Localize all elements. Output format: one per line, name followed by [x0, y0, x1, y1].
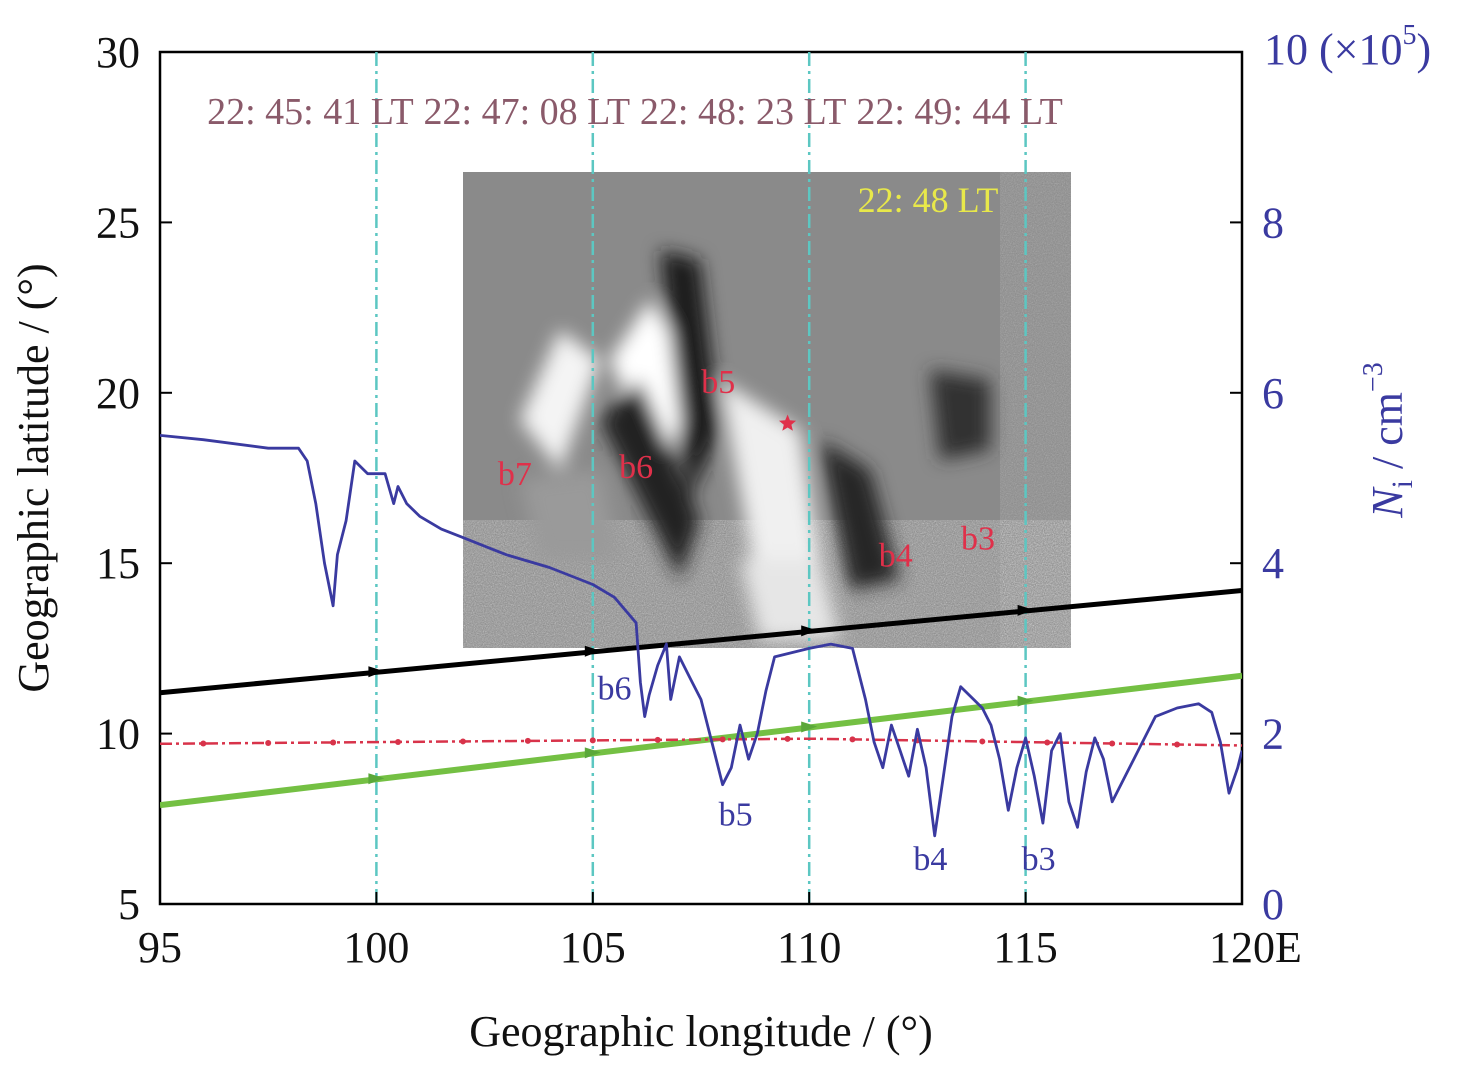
- track-dot-marker: [1044, 739, 1051, 746]
- y-right-tick-label: 8: [1262, 198, 1284, 247]
- svg-text:Ni / cm−3: Ni / cm−3: [1358, 362, 1419, 518]
- x-tick-label: 115: [993, 923, 1057, 972]
- series-line-0: [160, 588, 1242, 696]
- density-bubble-label: b4: [913, 841, 947, 878]
- y-left-tick-label: 5: [118, 880, 140, 929]
- track-dot-marker: [1109, 740, 1116, 747]
- y-left-tick-label: 25: [96, 198, 140, 247]
- track-dot-marker: [524, 737, 531, 744]
- x-tick-label: 120: [1209, 923, 1275, 972]
- track-direction-arrow: [801, 721, 818, 733]
- y-left-tick-label: 20: [96, 369, 140, 418]
- y-right-tick-label: 4: [1262, 539, 1284, 588]
- x-tick-label: 110: [777, 923, 841, 972]
- time-label: 22: 45: 41 LT: [207, 91, 414, 133]
- inset-star-marker: [779, 414, 797, 431]
- y-right-tick-label: 6: [1262, 369, 1284, 418]
- y-right-tick-label: 2: [1262, 710, 1284, 759]
- x-tick-label: 100: [343, 923, 409, 972]
- y-left-tick-label: 15: [96, 539, 140, 588]
- track-direction-arrow: [584, 747, 601, 759]
- inset-image: [463, 172, 1071, 648]
- y-right-label-unit: / cm: [1363, 392, 1412, 480]
- track-dot-marker: [1174, 741, 1181, 748]
- y-right-top-close: ): [1416, 25, 1431, 74]
- y-right-tick-label: 0: [1262, 880, 1284, 929]
- track-dot-marker: [200, 740, 207, 747]
- density-bubble-label: b6: [597, 671, 631, 708]
- y-left-tick-label: 10: [96, 710, 140, 759]
- track-dot-marker: [589, 737, 596, 744]
- density-bubble-label: b3: [1022, 841, 1056, 878]
- track-direction-arrow: [368, 773, 385, 785]
- y-left-tick-label: 30: [96, 28, 140, 77]
- track-direction-arrow: [584, 645, 601, 657]
- inset-bubble-label: b3: [961, 521, 995, 558]
- x-unit-suffix: E: [1275, 923, 1302, 972]
- y-right-top-exp: 5: [1402, 20, 1416, 51]
- series-line-1: [160, 672, 1242, 809]
- x-tick-label: 105: [560, 923, 626, 972]
- plot-frame: [158, 50, 1244, 906]
- track-direction-arrow: [1017, 604, 1034, 616]
- x-tick-label: 95: [138, 923, 182, 972]
- inset-bubble-label: b7: [498, 456, 532, 493]
- time-label: 22: 47: 08 LT: [424, 91, 631, 133]
- track-dot-marker: [654, 736, 661, 743]
- inset-bubble-label: b4: [879, 538, 913, 575]
- density-bubble-label: b5: [719, 797, 753, 834]
- track-direction-arrow: [1017, 695, 1034, 707]
- y-right-label-exp: −3: [1358, 362, 1389, 392]
- x-axis-label: Geographic longitude / (°): [469, 1007, 933, 1056]
- y-axis-left-label: Geographic latitude / (°): [9, 263, 58, 692]
- track-dot-marker: [849, 736, 856, 743]
- track-dot-marker: [784, 735, 791, 742]
- time-label: 22: 48: 23 LT: [640, 91, 847, 133]
- track-dot-marker: [719, 736, 726, 743]
- track-dot-marker: [330, 739, 337, 746]
- track-direction-arrow: [368, 666, 385, 678]
- track-dot-marker: [979, 738, 986, 745]
- track-dot-marker: [395, 738, 402, 745]
- y-axis-right-label: Ni / cm−3: [1358, 362, 1419, 518]
- time-label: 22: 49: 44 LT: [856, 91, 1063, 133]
- track-direction-arrow: [801, 625, 818, 637]
- inset-bubble-label: b6: [619, 449, 653, 486]
- y-right-top-text: 10 (×10: [1264, 25, 1402, 74]
- y-right-label-main: N: [1363, 486, 1412, 519]
- inset-time-label: 22: 48 LT: [858, 180, 999, 220]
- series-line-3: [160, 434, 1242, 838]
- y-right-label-sub: i: [1386, 480, 1419, 488]
- track-dot-marker: [459, 738, 466, 745]
- inset-bubble-label: b5: [701, 364, 735, 401]
- y-right-top-label: 10 (×105): [1264, 20, 1431, 74]
- track-dot-marker: [265, 739, 272, 746]
